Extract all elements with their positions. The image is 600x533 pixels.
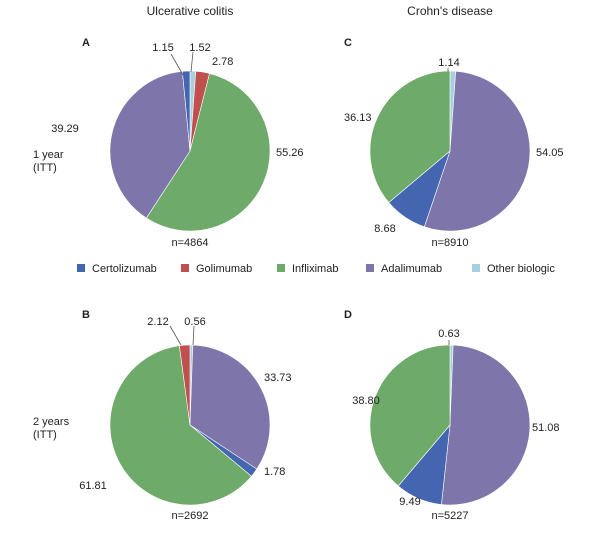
data-label-b-infliximab: 61.81 [79, 480, 107, 492]
sample-size-b: n=2692 [171, 510, 208, 522]
data-label-d-other-biologic: 0.63 [438, 328, 459, 340]
legend-label-adalimumab: Adalimumab [381, 263, 442, 275]
pie-panel-d: 0.63 51.08 9.49 38.80 [352, 328, 559, 508]
data-label-a-adalimumab: 39.29 [51, 123, 79, 135]
legend-label-golimumab: Golimumab [196, 263, 252, 275]
data-label-d-infliximab: 38.80 [352, 395, 380, 407]
legend-swatch-certolizumab [77, 264, 85, 272]
data-label-d-certolizumab: 9.49 [399, 496, 420, 508]
pie-panel-b: 0.56 33.73 1.78 61.81 2.12 [79, 316, 292, 506]
pie-slice-a-adalimumab [109, 71, 191, 219]
data-label-b-golimumab: 2.12 [147, 316, 168, 328]
pie-slice-c-adalimumab [423, 70, 531, 232]
leader-line [169, 325, 182, 346]
data-label-a-infliximab: 55.26 [276, 147, 304, 159]
legend-swatch-adalimumab [366, 264, 374, 272]
legend-swatch-other-biologic [472, 264, 480, 272]
pie-slice-d-infliximab [369, 344, 451, 487]
data-label-a-certolizumab: 1.52 [189, 42, 210, 54]
panel-letter-a: A [82, 37, 90, 49]
pie-slice-b-golimumab [179, 344, 191, 426]
pie-slice-a-infliximab [145, 73, 271, 232]
legend-label-other-biologic: Other biologic [487, 263, 555, 275]
panel-letter-c: C [344, 37, 352, 49]
leader-line [192, 325, 195, 346]
column-title-ulcerative-colitis: Ulcerative colitis [147, 4, 234, 18]
data-label-d-adalimumab: 51.08 [532, 422, 560, 434]
data-label-b-certolizumab: 1.78 [264, 466, 285, 478]
row-label-2-years: 2 years [33, 416, 70, 428]
legend-swatch-golimumab [181, 264, 189, 272]
leader-line [190, 51, 194, 73]
data-label-c-adalimumab: 54.05 [536, 147, 564, 159]
sample-size-c: n=8910 [431, 237, 468, 249]
data-label-c-infliximab: 36.13 [344, 112, 372, 124]
row-label-2-years-itt: (ITT) [33, 429, 57, 441]
legend-label-certolizumab: Certolizumab [92, 263, 157, 275]
column-title-crohns-disease: Crohn's disease [407, 4, 493, 18]
panel-letter-b: B [82, 309, 90, 321]
data-label-a-other-biologic: 1.15 [152, 42, 173, 54]
data-label-a-golimumab: 2.78 [212, 56, 233, 68]
pie-panel-c: 1.14 54.05 8.68 36.13 [344, 57, 564, 235]
legend-label-infliximab: Infliximab [292, 263, 338, 275]
data-label-c-certolizumab: 8.68 [374, 223, 395, 235]
row-label-1-year-itt: (ITT) [33, 162, 57, 174]
pie-slice-d-adalimumab [441, 344, 531, 506]
sample-size-a: n=4864 [171, 237, 208, 249]
pie-slice-b-infliximab [109, 345, 252, 506]
legend-swatch-infliximab [277, 264, 285, 272]
legend: Certolizumab Golimumab Infliximab Adalimuma… [77, 263, 555, 275]
pie-slice-c-infliximab [369, 70, 451, 203]
data-label-b-other-biologic: 0.56 [184, 316, 205, 328]
row-label-1-year: 1 year [33, 149, 64, 161]
data-label-c-other-biologic: 1.14 [438, 57, 459, 69]
leader-line [170, 53, 184, 76]
data-label-b-adalimumab: 33.73 [264, 372, 292, 384]
pie-slice-a-certolizumab [182, 70, 191, 152]
panel-letter-d: D [344, 309, 352, 321]
sample-size-d: n=5227 [431, 510, 468, 522]
pie-panel-a: 1.15 2.78 55.26 39.29 1.52 [51, 42, 304, 232]
